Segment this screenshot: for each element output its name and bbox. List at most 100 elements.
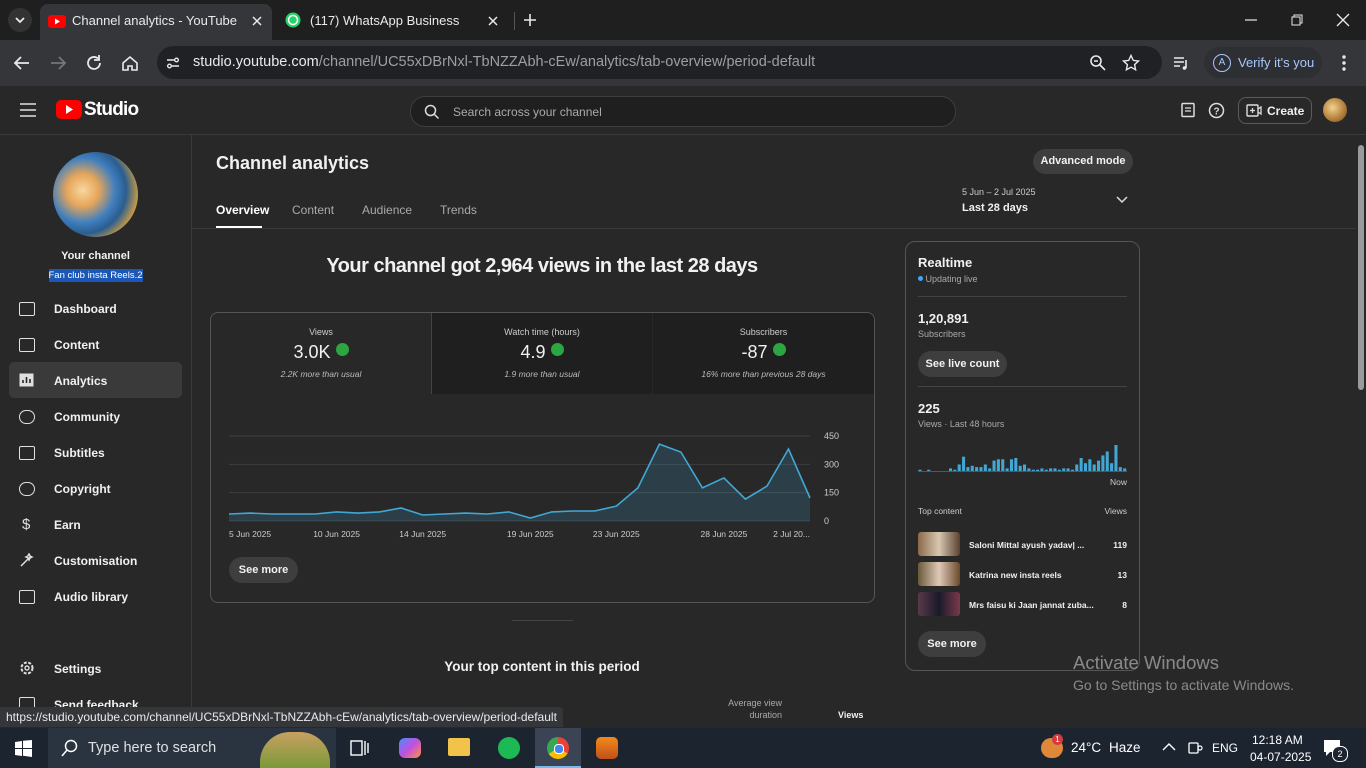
content-title[interactable]: Katrina new insta reels — [969, 570, 1062, 580]
nav-item[interactable]: Customisation — [54, 554, 138, 568]
tray-icon[interactable] — [1187, 740, 1203, 756]
x-tick-label: 10 Jun 2025 — [313, 529, 360, 539]
x-tick-label: 23 Jun 2025 — [593, 529, 640, 539]
metric-tile[interactable]: Views 3.0K 2.2K more than usual — [211, 313, 431, 394]
close-tab-icon[interactable] — [250, 14, 264, 28]
feedback-icon[interactable] — [1180, 102, 1196, 118]
help-icon[interactable]: ? — [1208, 102, 1225, 119]
restore-button[interactable] — [1289, 12, 1305, 28]
bar — [957, 464, 961, 471]
menu-button[interactable] — [1336, 53, 1352, 73]
forward-button[interactable] — [48, 53, 68, 73]
taskbar-search[interactable]: Type here to search — [48, 728, 336, 768]
metric-tile[interactable]: Subscribers -87 16% more than previous 2… — [653, 313, 874, 394]
nav-item[interactable]: Community — [54, 410, 120, 424]
x-tick-label: 5 Jun 2025 — [229, 529, 271, 539]
thumbnail[interactable] — [918, 562, 960, 586]
nav-item[interactable]: Earn — [54, 518, 81, 532]
home-button[interactable] — [120, 53, 140, 73]
bar — [1009, 459, 1013, 471]
new-tab-button[interactable] — [522, 12, 538, 28]
metric-value-row: 3.0K — [211, 342, 431, 363]
nav-item[interactable]: Settings — [54, 662, 102, 676]
language[interactable]: ENG — [1212, 741, 1239, 755]
omnibox[interactable]: studio.youtube.com/channel/UC55xDBrNxl-T… — [157, 46, 1162, 79]
period-selector[interactable]: Last 28 days — [962, 202, 1029, 214]
tab-search-button[interactable] — [8, 8, 32, 32]
url-host: studio.youtube.com — [193, 54, 319, 70]
channel-avatar[interactable] — [53, 152, 138, 237]
bar — [1075, 464, 1079, 471]
tab[interactable]: Audience — [362, 203, 413, 217]
bar — [1062, 468, 1066, 471]
metric-label: Watch time (hours) — [504, 327, 580, 337]
column-header: Average view duration — [728, 698, 782, 720]
live-count-button[interactable]: See live count — [918, 351, 1007, 377]
see-more-button[interactable]: See more — [918, 631, 986, 657]
tray-chevron[interactable] — [1162, 742, 1176, 752]
active-tab[interactable]: Channel analytics - YouTube Stu — [40, 4, 272, 40]
thumbnail[interactable] — [918, 532, 960, 556]
nav-item[interactable]: Subtitles — [54, 446, 105, 460]
see-more-button[interactable]: See more — [229, 557, 298, 583]
site-info-icon[interactable] — [165, 55, 181, 71]
nav-icon — [19, 373, 34, 387]
bookmark-star[interactable] — [1122, 54, 1140, 72]
toolbar: studio.youtube.com/channel/UC55xDBrNxl-T… — [0, 40, 1366, 86]
content-title[interactable]: Mrs faisu ki Jaan jannat zuba... — [969, 600, 1094, 610]
views-label: Views — [1104, 506, 1127, 516]
zoom-icon[interactable] — [1089, 54, 1107, 72]
nav-icon — [19, 410, 35, 424]
chrome-app-active[interactable] — [535, 728, 581, 768]
nav-item[interactable]: Dashboard — [54, 302, 117, 316]
advanced-mode-button[interactable]: Advanced mode — [1033, 149, 1133, 174]
task-view[interactable] — [350, 739, 370, 757]
media-icon[interactable] — [1172, 54, 1190, 72]
bar — [953, 469, 957, 471]
fl-studio-app[interactable] — [596, 737, 618, 759]
back-button[interactable] — [12, 53, 32, 73]
line — [228, 443, 811, 519]
verify-pill[interactable]: A Verify it's you — [1204, 47, 1322, 78]
watermark-title: Activate Windows — [1073, 652, 1219, 673]
menu-button[interactable] — [19, 102, 37, 118]
file-explorer-app[interactable] — [448, 738, 470, 756]
reload-button[interactable] — [84, 53, 104, 73]
nav-item[interactable]: Analytics — [54, 374, 108, 388]
youtube-favicon — [48, 15, 66, 28]
dropdown-chevron[interactable] — [1115, 195, 1129, 205]
clock-date[interactable]: 04-07-2025 — [1250, 750, 1312, 764]
account-avatar[interactable] — [1323, 98, 1347, 122]
metric-note: 16% more than previous 28 days — [701, 369, 826, 379]
minimize-button[interactable] — [1243, 12, 1259, 28]
scrollbar-thumb[interactable] — [1358, 145, 1364, 390]
metric-value-row: -87 — [653, 342, 874, 363]
content-title[interactable]: Saloni Mittal ayush yadav| ... — [969, 540, 1085, 550]
realtime-status: Updating live — [918, 274, 978, 284]
channel-name[interactable]: Fan club insta Reels.2 — [48, 269, 143, 282]
search-box[interactable]: Search across your channel — [410, 96, 956, 127]
copilot-app[interactable] — [399, 738, 421, 758]
close-tab-icon[interactable] — [486, 14, 500, 28]
close-window-button[interactable] — [1335, 12, 1351, 28]
spotify-app[interactable] — [498, 737, 520, 759]
verify-text: Verify it's you — [1238, 55, 1315, 70]
nav-icon — [19, 482, 35, 496]
start-button[interactable] — [15, 740, 32, 757]
create-button[interactable]: Create — [1238, 97, 1312, 124]
metric-tile[interactable]: Watch time (hours) 4.9 1.9 more than usu… — [432, 313, 652, 394]
clock-time[interactable]: 12:18 AM — [1252, 733, 1303, 747]
bar — [1031, 469, 1035, 471]
live-dot — [918, 276, 923, 281]
main-content: Channel analytics Advanced mode Overview… — [192, 135, 1356, 728]
tab[interactable]: (117) WhatsApp Business — [276, 4, 508, 40]
bar — [1088, 459, 1092, 471]
tab[interactable]: Trends — [440, 203, 477, 217]
tab[interactable]: Overview — [216, 203, 270, 217]
tab[interactable]: Content — [292, 203, 335, 217]
thumbnail[interactable] — [918, 592, 960, 616]
weather: Haze — [1109, 740, 1141, 755]
nav-item[interactable]: Audio library — [54, 590, 129, 604]
nav-item[interactable]: Content — [54, 338, 100, 352]
nav-item[interactable]: Copyright — [54, 482, 111, 496]
